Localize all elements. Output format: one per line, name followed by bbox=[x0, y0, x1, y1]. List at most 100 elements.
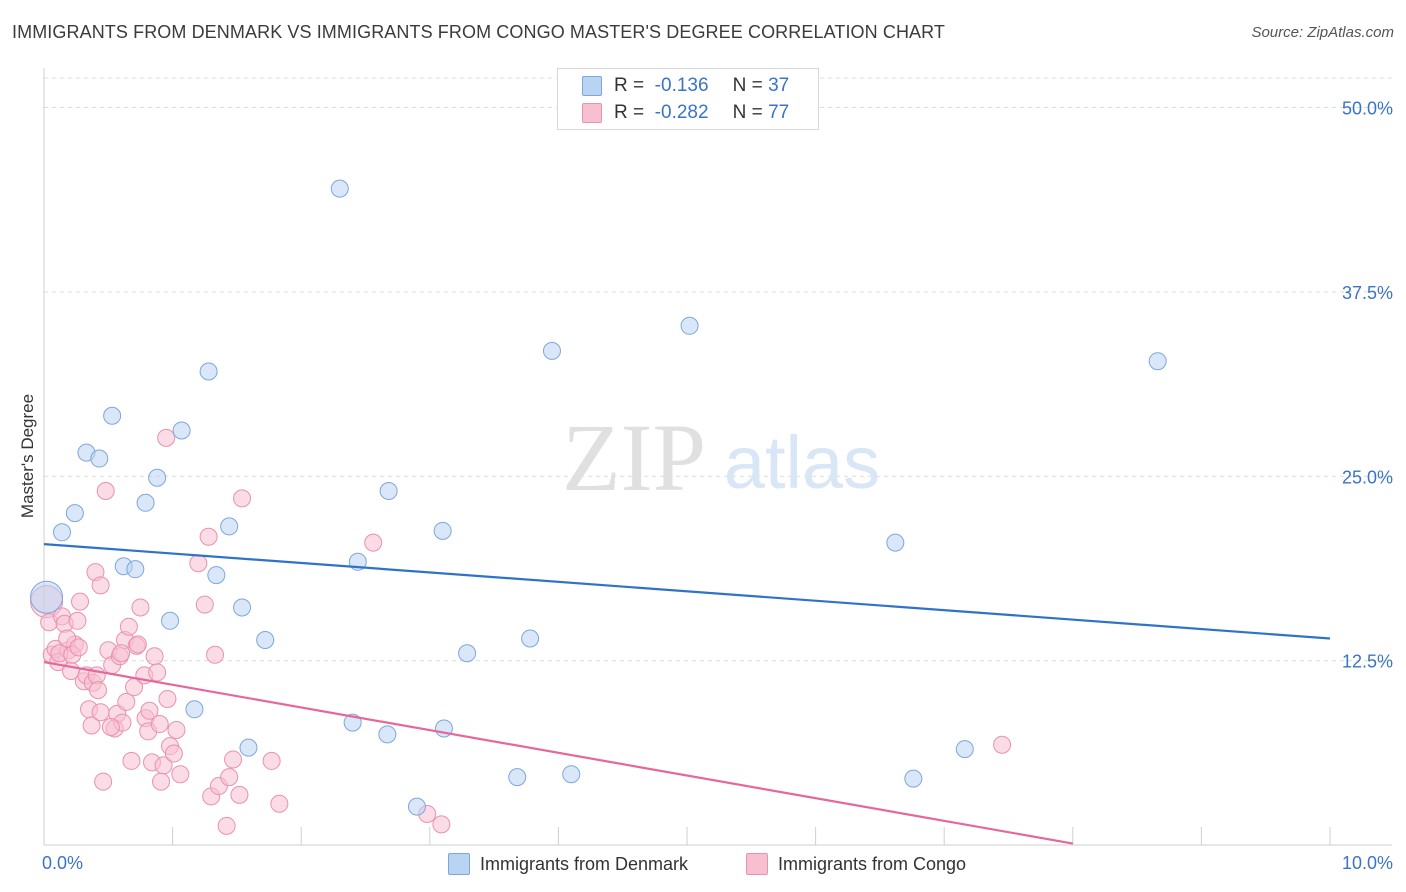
denmark-point bbox=[148, 468, 167, 487]
denmark-point bbox=[407, 797, 426, 816]
congo-point bbox=[119, 617, 138, 636]
legend-denmark-label: Immigrants from Denmark bbox=[480, 853, 689, 874]
axes bbox=[43, 68, 1392, 846]
denmark-point bbox=[185, 700, 204, 719]
denmark-point bbox=[379, 482, 398, 500]
congo-point bbox=[164, 744, 183, 763]
denmark-points bbox=[30, 179, 1167, 816]
denmark-point bbox=[521, 629, 540, 648]
congo-point bbox=[432, 815, 451, 834]
congo-point bbox=[262, 751, 281, 770]
congo-trend-line bbox=[43, 661, 1073, 845]
legend-congo-label: Immigrants from Congo bbox=[778, 853, 967, 874]
congo-point bbox=[140, 701, 159, 720]
y-tick-label: 50.0% bbox=[1342, 99, 1393, 119]
denmark-point bbox=[542, 341, 561, 360]
x-tick-label-min: 0.0% bbox=[42, 853, 83, 873]
congo-r-value: -0.282 bbox=[654, 102, 709, 123]
denmark-point bbox=[508, 768, 527, 787]
congo-point bbox=[117, 692, 136, 711]
denmark-point bbox=[53, 523, 72, 542]
denmark-point bbox=[136, 493, 155, 512]
denmark-point bbox=[562, 765, 581, 784]
denmark-point bbox=[220, 517, 239, 536]
congo-point bbox=[206, 645, 225, 664]
congo-point bbox=[131, 598, 150, 617]
legend-item-denmark: Immigrants from Denmark bbox=[448, 852, 688, 876]
congo-swatch bbox=[582, 103, 602, 123]
congo-n-label: N = bbox=[732, 102, 763, 123]
congo-n-value: 77 bbox=[768, 102, 790, 123]
congo-point bbox=[152, 772, 171, 791]
congo-point bbox=[167, 720, 186, 739]
trend-lines bbox=[43, 543, 1331, 845]
congo-point bbox=[68, 611, 87, 630]
chart-title: IMMIGRANTS FROM DENMARK VS IMMIGRANTS FR… bbox=[12, 22, 946, 42]
legend-congo-swatch bbox=[746, 853, 768, 875]
congo-point bbox=[96, 482, 115, 500]
congo-point bbox=[128, 635, 147, 654]
legend-item-congo: Immigrants from Congo bbox=[746, 852, 966, 876]
congo-point bbox=[154, 756, 173, 775]
congo-point bbox=[145, 647, 164, 666]
denmark-point bbox=[199, 362, 218, 381]
congo-point bbox=[157, 428, 176, 447]
congo-point bbox=[224, 750, 243, 769]
denmark-point bbox=[886, 533, 905, 552]
denmark-r-label: R = bbox=[614, 75, 645, 96]
congo-point bbox=[112, 644, 131, 663]
congo-point bbox=[233, 489, 252, 508]
denmark-n-label: N = bbox=[732, 75, 763, 96]
y-tick-label: 12.5% bbox=[1342, 652, 1393, 672]
denmark-point bbox=[680, 316, 699, 335]
congo-point bbox=[217, 816, 236, 835]
denmark-point bbox=[207, 566, 226, 585]
watermark-atlas: atlas bbox=[724, 421, 880, 504]
denmark-point bbox=[161, 611, 180, 630]
denmark-point bbox=[233, 598, 252, 617]
congo-point bbox=[150, 715, 169, 734]
tick-labels: 12.5% 25.0% 37.5% 50.0% 0.0% 10.0% bbox=[42, 99, 1393, 874]
denmark-point bbox=[904, 769, 923, 788]
congo-point bbox=[158, 689, 177, 708]
gridlines bbox=[44, 77, 1392, 662]
denmark-point bbox=[378, 725, 397, 744]
denmark-point bbox=[65, 504, 84, 523]
denmark-point bbox=[458, 644, 477, 663]
congo-point bbox=[91, 576, 110, 595]
denmark-point bbox=[239, 738, 258, 757]
legend-denmark-swatch bbox=[448, 853, 470, 875]
congo-point bbox=[82, 716, 101, 735]
congo-point bbox=[195, 595, 214, 614]
congo-point bbox=[364, 533, 383, 552]
congo-point bbox=[122, 751, 141, 770]
denmark-point bbox=[955, 740, 974, 759]
congo-point bbox=[89, 681, 108, 700]
congo-point bbox=[71, 592, 90, 611]
congo-point bbox=[91, 703, 110, 722]
congo-point bbox=[148, 663, 167, 682]
y-tick-label: 37.5% bbox=[1342, 283, 1393, 303]
denmark-n-value: 37 bbox=[768, 75, 790, 96]
y-tick-label: 25.0% bbox=[1342, 467, 1393, 487]
congo-r-label: R = bbox=[614, 102, 645, 123]
denmark-point bbox=[90, 449, 109, 468]
denmark-point bbox=[433, 521, 452, 540]
legend-row-denmark: R = -0.136 N = 37 bbox=[582, 73, 789, 99]
denmark-point bbox=[172, 421, 191, 440]
congo-point bbox=[94, 772, 113, 791]
congo-point bbox=[189, 554, 208, 573]
congo-point bbox=[993, 735, 1012, 754]
congo-point bbox=[220, 768, 239, 787]
denmark-swatch bbox=[582, 76, 602, 96]
x-tick-label-max: 10.0% bbox=[1342, 853, 1393, 873]
stats-legend: R = -0.136 N = 37 R = -0.282 N = 77 bbox=[557, 68, 819, 130]
denmark-point bbox=[330, 179, 349, 198]
denmark-r-value: -0.136 bbox=[654, 75, 709, 96]
source-credit: Source: ZipAtlas.com bbox=[1251, 24, 1394, 41]
denmark-trend-line bbox=[43, 543, 1331, 640]
congo-point bbox=[101, 718, 120, 736]
denmark-point bbox=[103, 406, 122, 425]
denmark-point bbox=[126, 560, 145, 579]
